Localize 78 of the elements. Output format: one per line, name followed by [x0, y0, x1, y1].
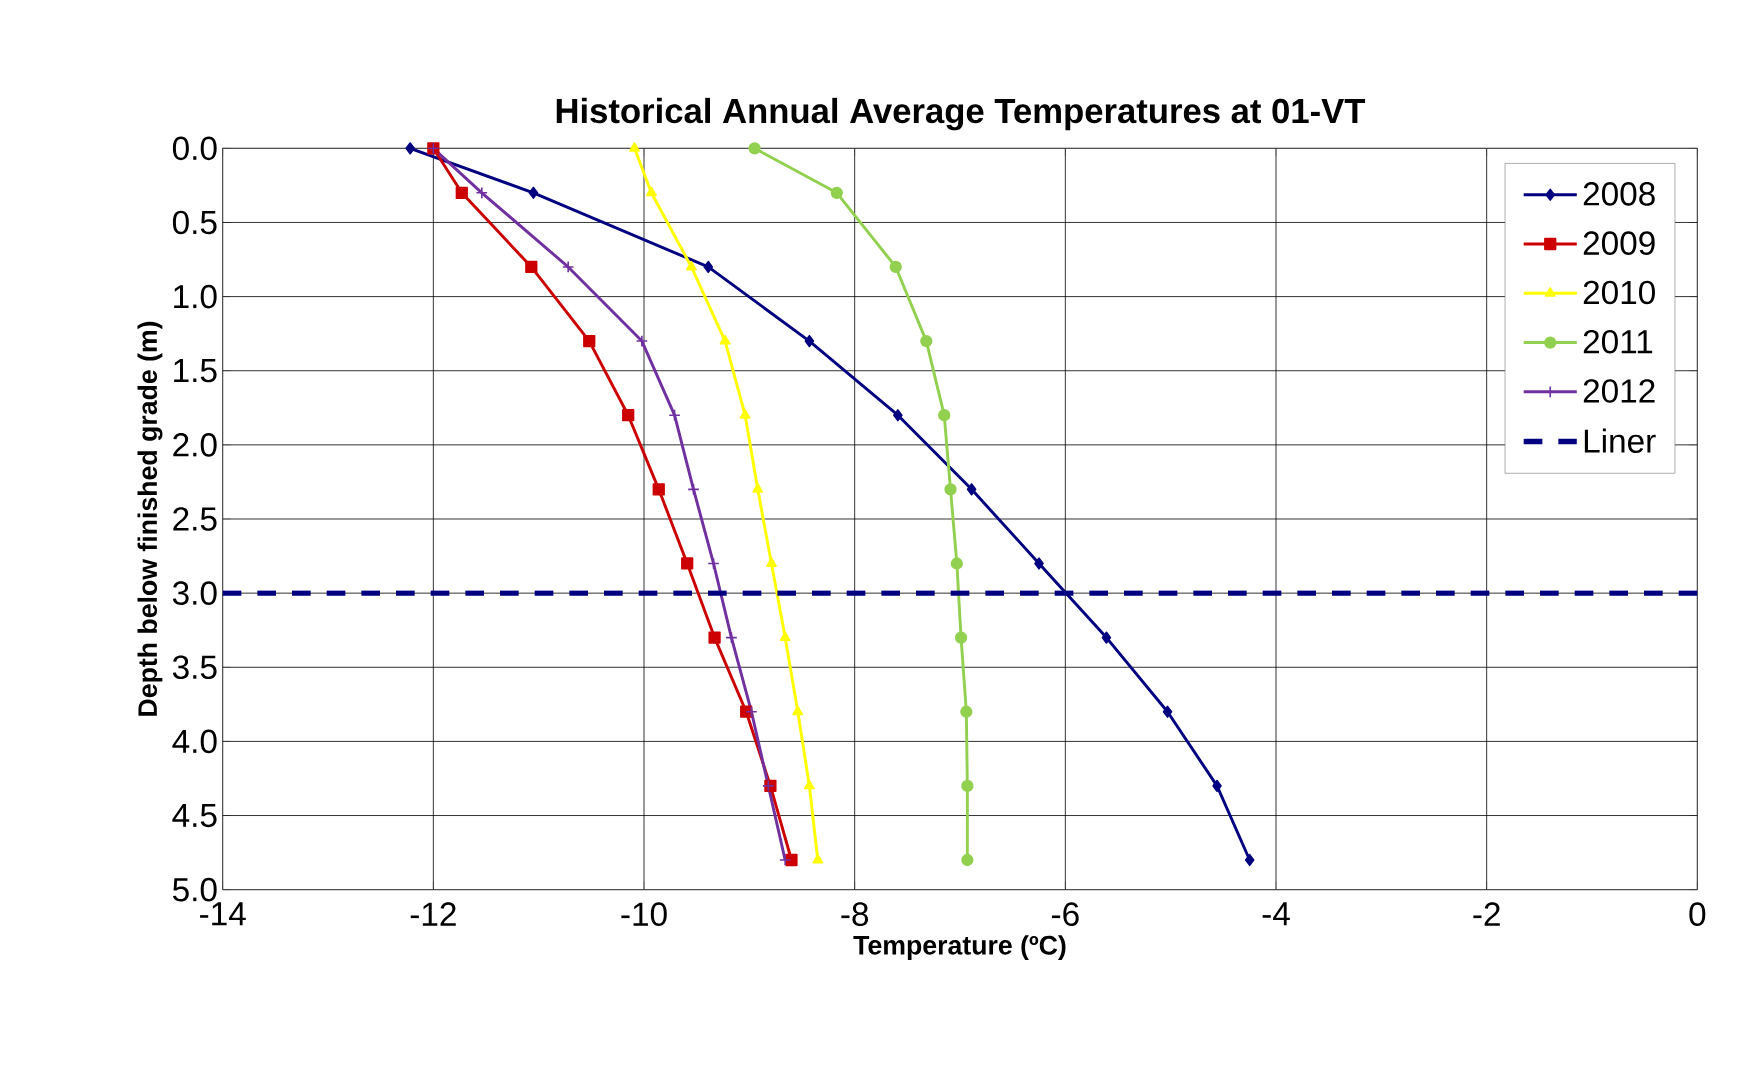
y-tick-label: 4.0 — [172, 729, 217, 754]
point — [779, 853, 792, 867]
point — [960, 705, 973, 718]
point — [687, 483, 700, 496]
point — [1162, 705, 1173, 718]
point — [685, 260, 697, 271]
x-axis-title: Temperature (ºC) — [853, 935, 1066, 960]
point — [525, 260, 538, 274]
point — [707, 557, 720, 570]
point — [622, 409, 635, 422]
legend-label: 2011 — [1583, 329, 1653, 354]
point — [785, 853, 798, 867]
y-tick-label: 4.5 — [172, 803, 217, 828]
y-tick-label: 3.5 — [172, 655, 217, 680]
point — [1034, 557, 1044, 570]
point — [583, 334, 596, 348]
legend-label: 2008 — [1583, 182, 1655, 206]
point — [1244, 853, 1255, 867]
y-tick-label: 1.5 — [174, 359, 217, 383]
y-tick-label: 0.0 — [172, 136, 217, 161]
point — [766, 557, 777, 567]
point — [830, 186, 843, 199]
point — [752, 483, 764, 493]
chart-title: Historical Annual Average Temperatures at 01-VT — [556, 97, 1366, 131]
y-tick-label: 0.5 — [172, 210, 217, 235]
point — [1101, 631, 1112, 644]
point — [803, 779, 815, 790]
point — [405, 142, 415, 155]
point — [748, 142, 761, 155]
point — [455, 186, 468, 199]
point — [739, 409, 751, 419]
y-tick-label: 5.0 — [172, 877, 217, 902]
point — [681, 557, 694, 570]
x-tick-label: -14 — [200, 902, 246, 926]
x-tick-label: -6 — [1052, 902, 1079, 926]
point — [961, 853, 974, 867]
y-axis-title: Depth below finished grade (m) — [137, 321, 163, 716]
x-tick-label: -2 — [1473, 902, 1500, 926]
x-tick-label: -12 — [410, 902, 456, 926]
point — [708, 631, 721, 644]
point — [966, 483, 977, 496]
point — [635, 334, 649, 348]
point — [779, 631, 791, 642]
point — [528, 186, 539, 199]
legend-label: 2010 — [1583, 280, 1655, 305]
point — [938, 409, 951, 422]
point — [961, 779, 974, 793]
point — [703, 260, 714, 274]
y-tick-label: 2.0 — [173, 433, 217, 457]
y-tick-label: 2.5 — [173, 507, 217, 531]
point — [792, 705, 804, 716]
point — [475, 186, 488, 199]
legend-label: 2009 — [1583, 231, 1655, 255]
point — [725, 631, 738, 644]
y-tick-label: 1.0 — [174, 284, 217, 309]
point — [629, 142, 640, 152]
point — [745, 705, 758, 718]
point — [668, 409, 681, 422]
point — [645, 186, 657, 197]
y-tick-label: 3.0 — [172, 581, 217, 605]
point — [889, 260, 902, 274]
point — [812, 853, 824, 864]
point — [652, 483, 665, 496]
point — [1212, 779, 1222, 793]
legend-label: Liner — [1584, 428, 1656, 453]
x-tick-label: -8 — [841, 902, 869, 926]
point — [944, 483, 957, 496]
point — [562, 260, 575, 274]
point — [804, 334, 815, 348]
x-tick-label: -10 — [621, 902, 667, 926]
point — [719, 334, 731, 345]
legend-label: 2012 — [1583, 379, 1655, 403]
x-tick-label: 0 — [1689, 902, 1706, 926]
point — [920, 334, 933, 348]
x-tick-label: -4 — [1262, 902, 1290, 926]
point — [893, 409, 903, 422]
point — [954, 631, 968, 644]
point — [950, 557, 963, 570]
